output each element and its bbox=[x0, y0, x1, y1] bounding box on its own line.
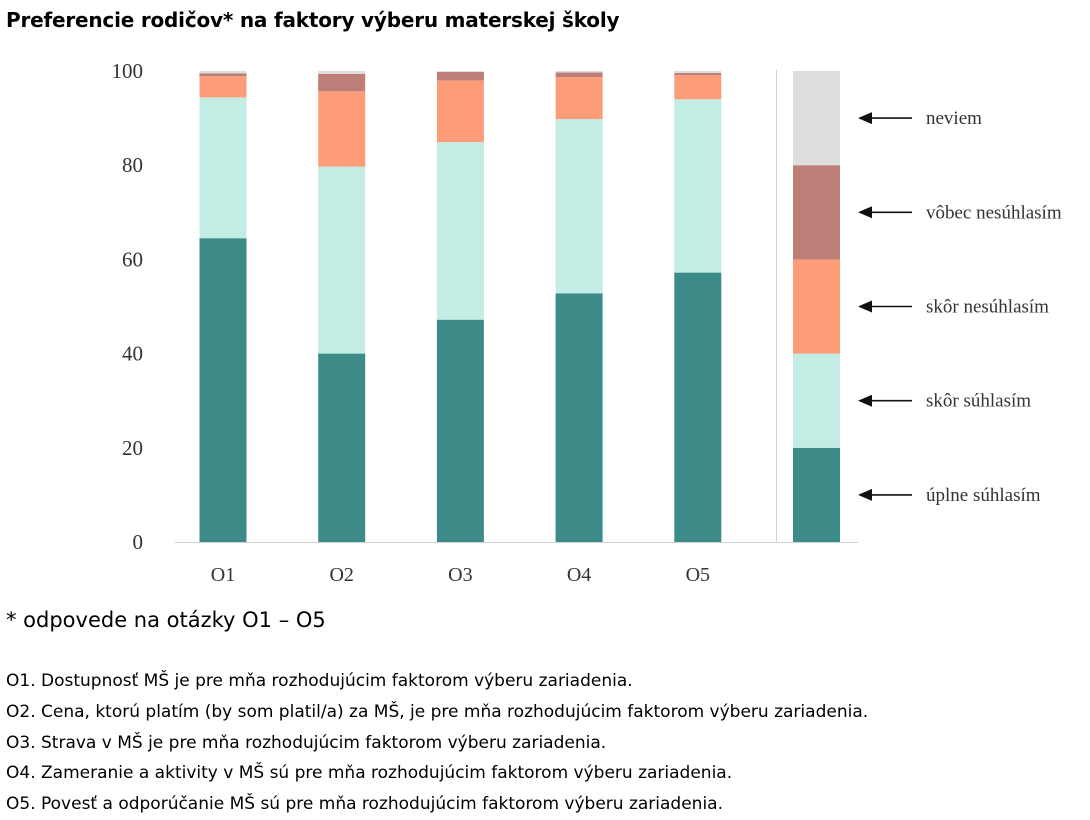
bar-segment bbox=[436, 80, 484, 143]
y-tick-label: 80 bbox=[122, 153, 143, 177]
stacked-bar-chart: 0 20 40 60 80 100 O1 O2 O3 O4 O5 úplne súhlasím sk… bbox=[112, 59, 1062, 586]
arrow-left-icon bbox=[858, 394, 872, 407]
question-list: O1. Dostupnosť MŠ je pre mňa rozhodujúci… bbox=[6, 666, 868, 820]
arrow-left-icon bbox=[858, 206, 872, 219]
y-axis-ticks: 0 20 40 60 80 100 bbox=[112, 59, 144, 554]
bar-segment bbox=[555, 293, 603, 542]
y-tick-label: 100 bbox=[112, 59, 144, 83]
arrow-left-icon bbox=[858, 488, 872, 501]
y-tick-label: 60 bbox=[122, 247, 143, 271]
bars bbox=[199, 71, 722, 542]
bar-segment bbox=[555, 77, 603, 120]
bar-segment bbox=[436, 71, 484, 72]
bar-segment bbox=[199, 238, 247, 542]
bar-segment bbox=[674, 75, 722, 100]
bar-segment bbox=[436, 319, 484, 542]
legend-label: úplne súhlasím bbox=[926, 485, 1041, 506]
bar-segment bbox=[555, 119, 603, 294]
bar-segment bbox=[318, 353, 366, 542]
chart-title: Preferencie rodičov* na faktory výberu m… bbox=[6, 8, 620, 32]
bar-segment bbox=[199, 97, 247, 239]
legend-swatch bbox=[793, 447, 840, 542]
x-tick-label: O2 bbox=[329, 564, 353, 586]
x-tick-label: O5 bbox=[686, 564, 710, 586]
bar-segment bbox=[199, 76, 247, 98]
bar-segment bbox=[199, 73, 247, 77]
footnote: * odpovede na otázky O1 – O5 bbox=[6, 608, 326, 632]
y-tick-label: 40 bbox=[122, 342, 143, 366]
bar-segment bbox=[199, 71, 247, 74]
bar-segment bbox=[318, 73, 366, 92]
question-o5: O5. Povesť a odporúčanie MŠ sú pre mňa r… bbox=[6, 794, 723, 815]
legend-swatch bbox=[793, 259, 840, 354]
x-axis-labels: O1 O2 O3 O4 O5 bbox=[211, 564, 710, 586]
question-o4: O4. Zameranie a aktivity v MŠ sú pre mňa… bbox=[6, 763, 733, 784]
question-o3: O3. Strava v MŠ je pre mňa rozhodujúcim … bbox=[6, 732, 607, 753]
bar-segment bbox=[674, 71, 722, 73]
arrow-left-icon bbox=[858, 300, 872, 313]
x-tick-label: O3 bbox=[448, 564, 472, 586]
x-tick-label: O1 bbox=[211, 564, 235, 586]
bar-segment bbox=[674, 99, 722, 273]
bar-segment bbox=[674, 272, 722, 542]
bar-segment bbox=[555, 71, 603, 73]
bar-segment bbox=[318, 166, 366, 354]
question-o2: O2. Cena, ktorú platím (by som platil/a)… bbox=[6, 701, 869, 722]
bar-segment bbox=[318, 91, 366, 167]
bar-segment bbox=[436, 142, 484, 320]
bar-segment bbox=[318, 71, 366, 74]
x-tick-label: O4 bbox=[567, 564, 591, 586]
y-tick-label: 0 bbox=[133, 530, 144, 554]
arrow-left-icon bbox=[858, 112, 872, 125]
bar-segment bbox=[674, 72, 722, 76]
legend-swatch bbox=[793, 71, 840, 166]
legend-label: neviem bbox=[926, 108, 982, 129]
legend-label: skôr súhlasím bbox=[926, 391, 1031, 412]
legend: úplne súhlasím skôr súhlasím skôr nesúhlas… bbox=[793, 71, 1062, 542]
bar-segment bbox=[555, 72, 603, 78]
bar-segment bbox=[436, 71, 484, 81]
question-o1: O1. Dostupnosť MŠ je pre mňa rozhodujúci… bbox=[6, 671, 633, 691]
legend-label: skôr nesúhlasím bbox=[926, 297, 1049, 318]
legend-label: vôbec nesúhlasím bbox=[926, 202, 1062, 223]
y-tick-label: 20 bbox=[122, 436, 143, 460]
legend-swatch bbox=[793, 353, 840, 448]
legend-swatch bbox=[793, 165, 840, 260]
